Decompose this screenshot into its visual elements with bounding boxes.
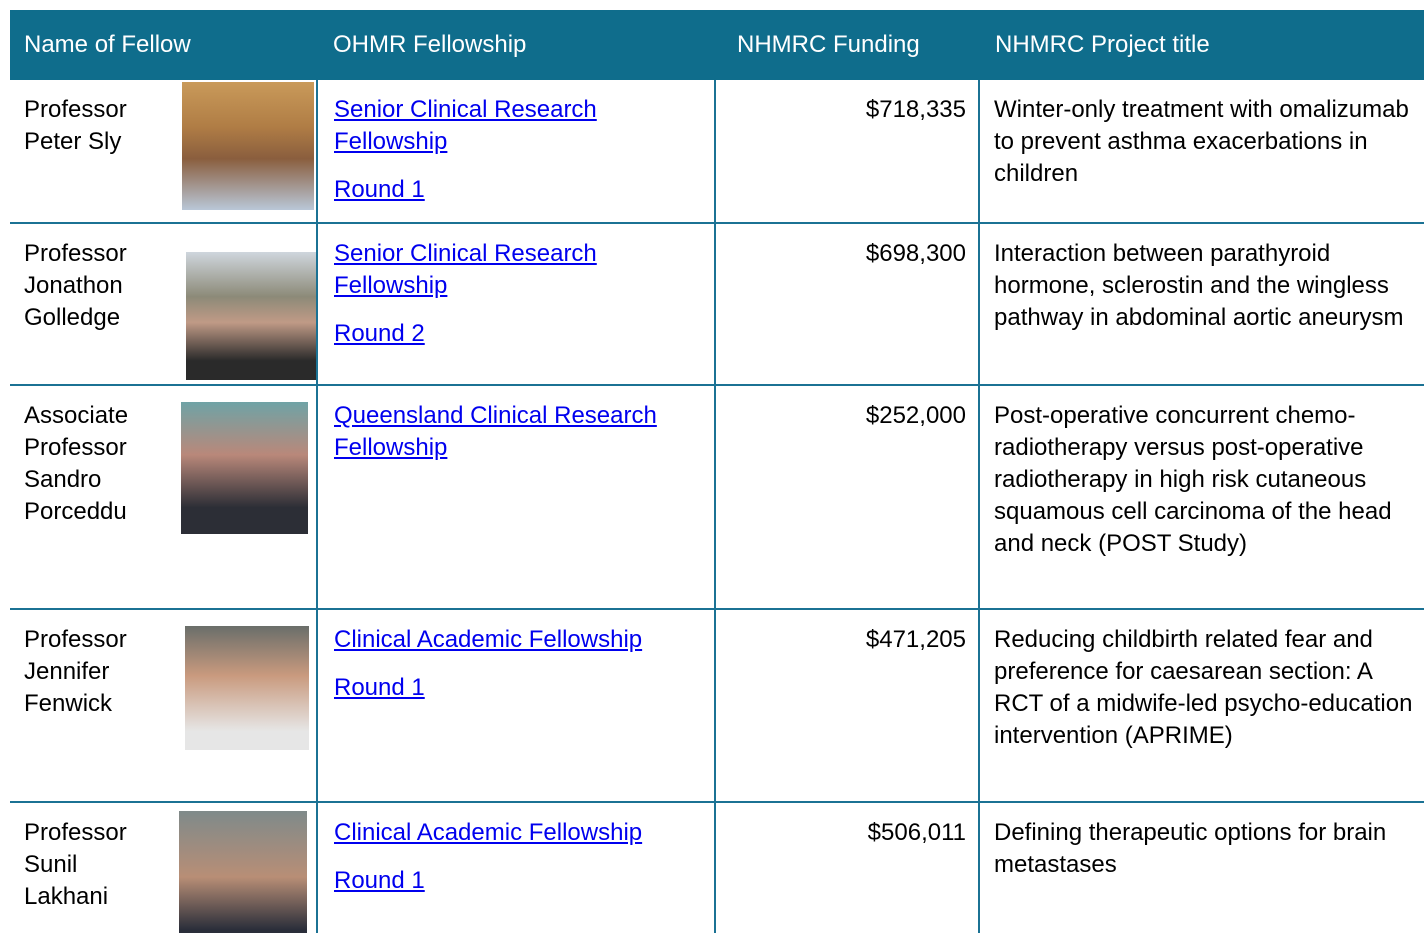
title-cell: Interaction between parathyroid hormone,…	[978, 224, 1424, 384]
fellowship-cell: Senior Clinical Research Fellowship Round…	[316, 224, 714, 384]
fellowship-link[interactable]: Clinical Academic Fellowship	[334, 819, 643, 846]
funding: $252,000	[865, 402, 966, 429]
fellowship-link[interactable]: Round 2	[334, 320, 425, 347]
funding: $698,300	[865, 240, 966, 267]
name-cell: Associate Professor Sandro Porceddu	[10, 386, 316, 608]
project-title: Reducing childbirth related fear and pre…	[994, 626, 1413, 749]
funding-cell: $252,000	[714, 386, 978, 608]
fellowship-link[interactable]: Senior Clinical Research Fellowship	[334, 96, 597, 155]
fellowship-cell: Clinical Academic Fellowship Round 1	[316, 610, 714, 801]
fellow-name: Professor Jonathon Golledge	[24, 240, 127, 331]
funding-cell: $718,335	[714, 80, 978, 222]
funding-cell: $698,300	[714, 224, 978, 384]
header-text: Name of Fellow	[24, 31, 191, 58]
header-text: OHMR Fellowship	[333, 31, 527, 58]
header-cell: OHMR Fellowship	[316, 10, 717, 80]
fellowship-cell: Senior Clinical Research Fellowship Round…	[316, 80, 714, 222]
fellowship-cell: Clinical Academic Fellowship Round 1	[316, 803, 714, 933]
fellowship-link[interactable]: Round 1	[334, 674, 425, 701]
project-title: Defining therapeutic options for brain m…	[994, 819, 1387, 878]
fellowship-link[interactable]: Round 1	[334, 867, 425, 894]
photo	[186, 252, 316, 380]
title-cell: Reducing childbirth related fear and pre…	[978, 610, 1424, 801]
title-cell: Winter-only treatment with omalizumab to…	[978, 80, 1424, 222]
project-title: Interaction between parathyroid hormone,…	[994, 240, 1404, 331]
table-row: Professor Sunil Lakhani Clinical Academic…	[10, 803, 1424, 933]
header-cell: NHMRC Project title	[978, 10, 1424, 80]
table-row: Professor Peter Sly Senior Clinical Resea…	[10, 80, 1424, 224]
funding: $471,205	[865, 626, 966, 653]
project-title: Winter-only treatment with omalizumab to…	[994, 96, 1409, 187]
name-cell: Professor Jonathon Golledge	[10, 224, 316, 384]
fellowship-link[interactable]: Queensland Clinical Research Fellowship	[334, 402, 657, 461]
fellow-name: Professor Peter Sly	[24, 96, 127, 155]
photo	[185, 626, 309, 750]
fellowship-cell: Queensland Clinical Research Fellowship	[316, 386, 714, 608]
header-text: NHMRC Funding	[737, 31, 920, 58]
fellowship-link[interactable]: Clinical Academic Fellowship	[334, 626, 643, 653]
fellow-name: Professor Jennifer Fenwick	[24, 626, 127, 717]
funding-cell: $506,011	[714, 803, 978, 933]
photo	[182, 82, 314, 210]
table-row: Associate Professor Sandro Porceddu Queen…	[10, 386, 1424, 610]
fellowship-link[interactable]: Senior Clinical Research Fellowship	[334, 240, 597, 299]
fellow-name: Professor Sunil Lakhani	[24, 819, 127, 910]
title-cell: Post-operative concurrent chemo-radiothe…	[978, 386, 1424, 608]
funding: $506,011	[867, 819, 966, 846]
title-cell: Defining therapeutic options for brain m…	[978, 803, 1424, 933]
photo	[181, 402, 308, 534]
table-row: Professor Jonathon Golledge Senior Clinic…	[10, 224, 1424, 386]
table-row: Professor Jennifer Fenwick Clinical Acade…	[10, 610, 1424, 803]
name-cell: Professor Peter Sly	[10, 80, 316, 222]
fellow-name: Associate Professor Sandro Porceddu	[24, 402, 129, 525]
header-cell: NHMRC Funding	[714, 10, 987, 80]
name-cell: Professor Sunil Lakhani	[10, 803, 316, 933]
header-text: NHMRC Project title	[995, 31, 1210, 58]
funding: $718,335	[865, 96, 966, 123]
fellows-table: Name of Fellow OHMR Fellowship NHMRC Fundi…	[10, 10, 1424, 933]
name-cell: Professor Jennifer Fenwick	[10, 610, 316, 801]
funding-cell: $471,205	[714, 610, 978, 801]
project-title: Post-operative concurrent chemo-radiothe…	[994, 402, 1392, 557]
header-cell: Name of Fellow	[10, 10, 316, 80]
photo	[179, 811, 307, 933]
fellowship-link[interactable]: Round 1	[334, 176, 425, 203]
